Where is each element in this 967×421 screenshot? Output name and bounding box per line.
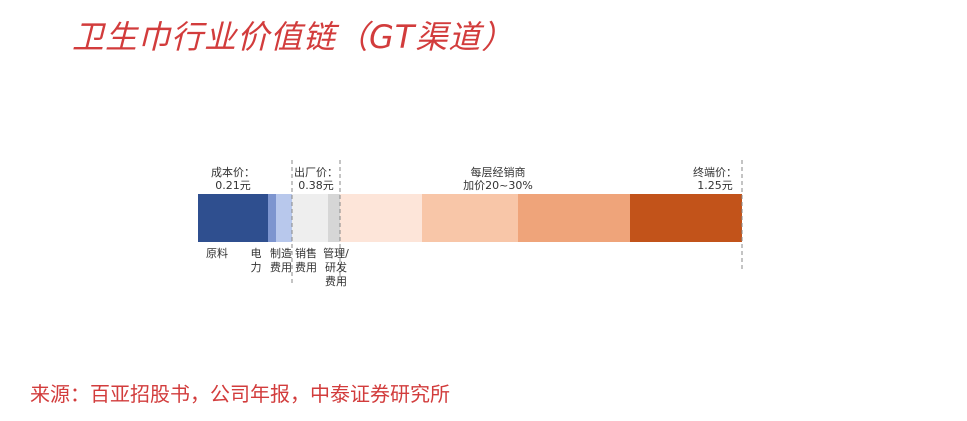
price-label: 出厂价： — [294, 165, 338, 179]
bar-segment — [292, 194, 328, 242]
distributor-note-text: 每层经销商 — [471, 165, 526, 179]
bar-segments — [198, 194, 742, 242]
value-chain-chart: 成本价：0.21元 出厂价：0.38元 终端价：1.25元 每层经销商加价20~30… — [0, 0, 967, 360]
segment-label: 管理/ — [323, 246, 349, 260]
bar-segment — [328, 194, 340, 242]
price-label: 1.25元 — [697, 179, 733, 192]
price-label: 终端价： — [693, 165, 737, 179]
bar-segment — [630, 194, 742, 242]
source-note: 来源：百亚招股书，公司年报，中泰证券研究所 — [30, 378, 450, 407]
bar-segment — [268, 194, 276, 242]
bar-segment — [198, 194, 268, 242]
bar-segment — [340, 194, 422, 242]
segment-label: 力 — [251, 261, 262, 274]
segment-label: 制造 — [270, 246, 292, 260]
price-label: 0.21元 — [215, 179, 251, 192]
segment-label: 费用 — [270, 261, 292, 274]
bar-segment — [518, 194, 630, 242]
distributor-note-text: 加价20~30% — [463, 179, 533, 192]
segment-label: 费用 — [295, 261, 317, 274]
price-label: 成本价： — [211, 165, 255, 179]
segment-label: 销售 — [295, 246, 317, 260]
segment-label: 原料 — [206, 246, 228, 260]
segment-label: 费用 — [325, 275, 347, 288]
bar-segment — [422, 194, 518, 242]
price-label: 0.38元 — [298, 179, 334, 192]
segment-label: 研发 — [325, 260, 347, 274]
segment-label: 电 — [251, 247, 262, 260]
bar-segment — [276, 194, 292, 242]
